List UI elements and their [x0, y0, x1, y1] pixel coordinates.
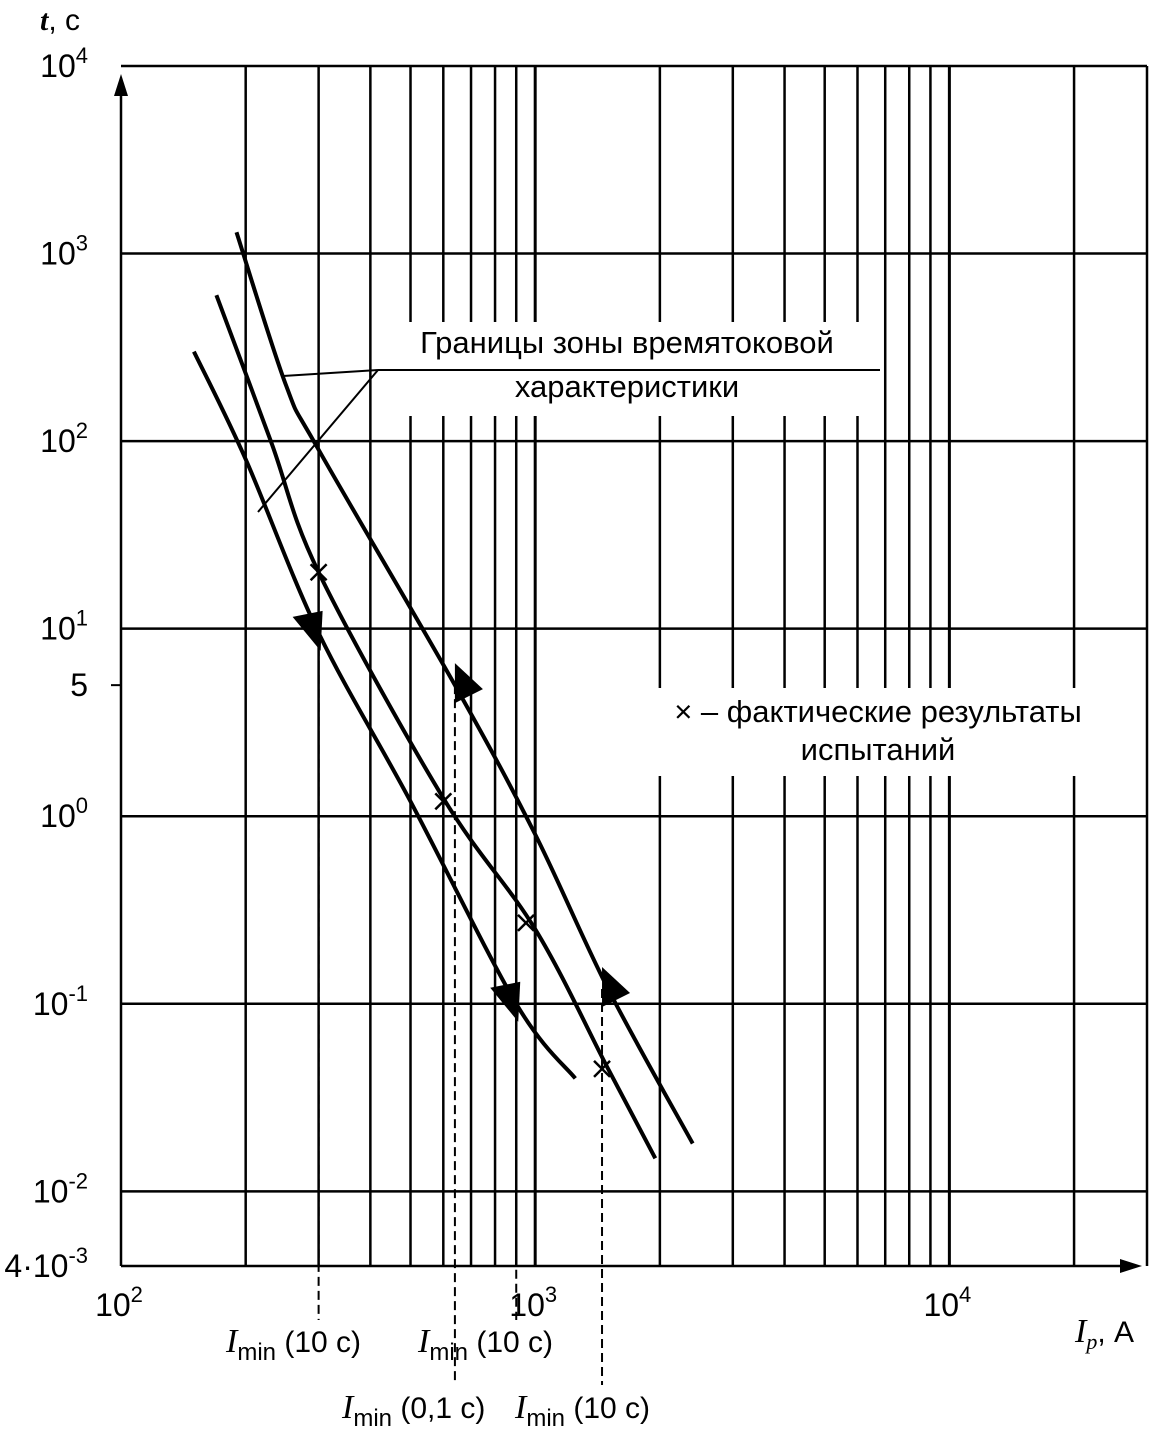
reference-label: Imin (0,1 с) — [341, 1389, 485, 1430]
x-tick-label: 104 — [923, 1282, 971, 1323]
zone-annotation: Границы зоны времятоковой характеристики — [257, 322, 882, 513]
axes — [111, 74, 1142, 1273]
boundary-curve — [192, 350, 577, 1080]
curve-arrowhead — [602, 966, 631, 1007]
y-tick-label: 104 — [40, 43, 88, 84]
curve-arrowhead — [454, 663, 483, 704]
y-tick-label: 10-2 — [33, 1168, 88, 1209]
reference-lines: Imin (10 с) Imin (10 с) Imin (0,1 с) Imin (… — [225, 632, 650, 1430]
x-tick-label: 102 — [95, 1282, 143, 1323]
x-axis-title: Ip, А — [1074, 1313, 1134, 1354]
y-tick-label: 10-1 — [33, 981, 88, 1022]
cross-stroke — [434, 792, 453, 811]
y-tick-label: 5 — [70, 667, 88, 703]
zone-label-line2: характеристики — [515, 369, 739, 404]
axis-titles: t, с Ip, А — [40, 4, 1134, 1354]
cross-stroke — [309, 563, 328, 582]
y-tick-label: 4·10-3 — [4, 1243, 88, 1284]
x-tick-label: 103 — [509, 1282, 557, 1323]
reference-label: Imin (10 с) — [225, 1323, 361, 1366]
test-result-mark — [593, 1059, 611, 1078]
boundary-curve — [214, 294, 658, 1160]
y-tick-label: 100 — [40, 793, 88, 834]
reference-label: Imin (10 с) — [417, 1323, 553, 1366]
y-axis-arrow — [114, 74, 128, 96]
y-tick-label: 101 — [40, 606, 88, 647]
x-axis-arrow — [1120, 1259, 1142, 1273]
results-annotation: × – фактические результаты испытаний — [630, 688, 1120, 776]
test-result-mark — [517, 914, 535, 932]
test-result-mark — [309, 563, 328, 582]
zone-leader-lower — [257, 369, 379, 513]
curve-arrowhead — [292, 610, 323, 651]
test-result-mark — [434, 792, 453, 811]
zone-leader-upper — [282, 369, 379, 377]
cross-stroke — [593, 1059, 611, 1078]
results-label-line2: испытаний — [801, 732, 956, 767]
test-result-marks — [309, 563, 611, 1078]
cross-stroke — [517, 914, 535, 932]
y-axis-title: t, с — [40, 4, 80, 37]
y-tick-label: 102 — [40, 418, 88, 459]
zone-label-line1: Границы зоны времятоковой — [420, 325, 834, 360]
boundary-curves — [192, 231, 695, 1160]
results-label-line1: × – фактические результаты — [674, 694, 1082, 729]
y-tick-label: 103 — [40, 231, 88, 272]
reference-label: Imin (10 с) — [514, 1389, 650, 1430]
grid — [121, 64, 1149, 1266]
curve-arrowhead — [490, 981, 521, 1022]
